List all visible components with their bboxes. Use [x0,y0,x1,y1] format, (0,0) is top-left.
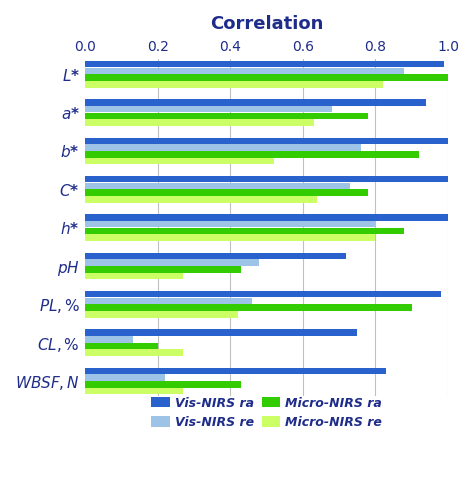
Bar [85,138,448,144]
Bar [85,266,241,272]
Legend: Vis-NIRS ra, Vis-NIRS re, Micro-NIRS ra, Micro-NIRS re: Vis-NIRS ra, Vis-NIRS re, Micro-NIRS ra,… [146,392,387,434]
Bar [85,330,357,336]
Bar [85,99,426,106]
Bar [85,304,412,311]
Bar [85,350,183,356]
Bar [85,176,448,182]
Bar [85,221,375,228]
Bar [85,182,350,189]
Title: Correlation: Correlation [210,15,323,33]
Bar [85,214,448,221]
Bar [85,151,419,158]
Bar [85,291,441,298]
Bar [85,144,361,151]
Bar [85,196,318,202]
Bar [85,311,237,318]
Bar [85,388,183,394]
Bar [85,260,259,266]
Bar [85,381,241,388]
Bar [85,342,158,349]
Bar [85,298,252,304]
Bar [85,120,314,126]
Bar [85,252,346,259]
Bar [85,61,444,68]
Bar [85,234,375,241]
Bar [85,368,386,374]
Bar [85,74,448,81]
Bar [85,106,332,112]
Bar [85,112,368,119]
Bar [85,190,368,196]
Bar [85,158,274,164]
Bar [85,336,133,342]
Bar [85,374,165,381]
Bar [85,81,383,87]
Bar [85,228,404,234]
Bar [85,68,404,74]
Bar [85,272,183,280]
